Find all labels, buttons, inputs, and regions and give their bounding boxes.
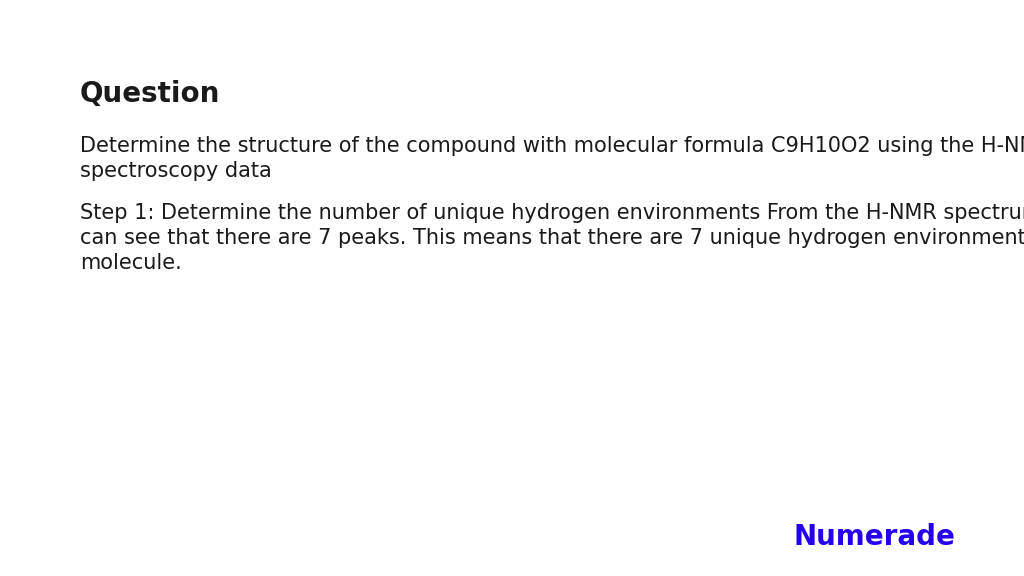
Text: Numerade: Numerade [794, 523, 955, 551]
Text: spectroscopy data: spectroscopy data [80, 161, 271, 181]
Text: Question: Question [80, 80, 220, 108]
Text: can see that there are 7 peaks. This means that there are 7 unique hydrogen envi: can see that there are 7 peaks. This mea… [80, 228, 1024, 248]
Text: molecule.: molecule. [80, 253, 181, 273]
Text: Step 1: Determine the number of unique hydrogen environments From the H-NMR spec: Step 1: Determine the number of unique h… [80, 203, 1024, 223]
Text: Determine the structure of the compound with molecular formula C9H10O2 using the: Determine the structure of the compound … [80, 136, 1024, 156]
